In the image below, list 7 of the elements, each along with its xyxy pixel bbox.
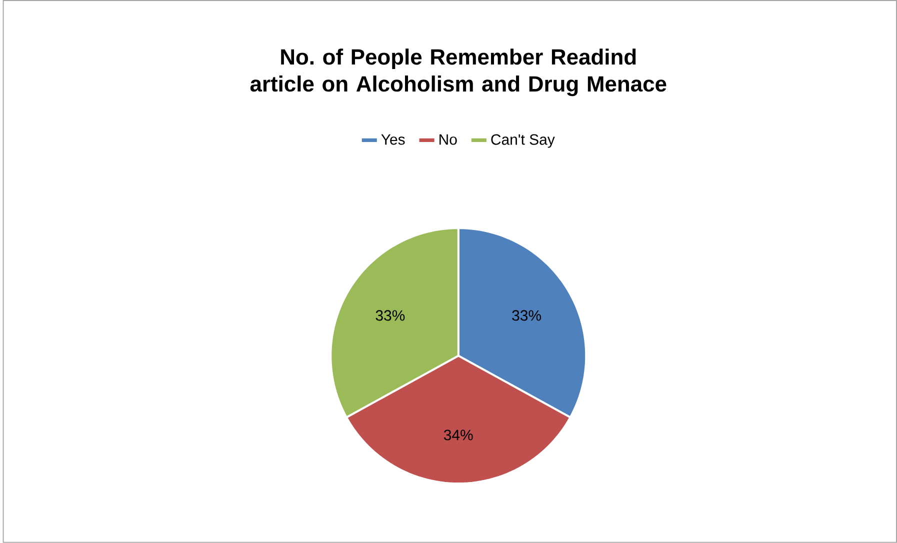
chart-title: No. of People Remember Readind article on Alcoholism and Drug Menace	[250, 48, 666, 96]
data-label: 33%	[512, 310, 541, 321]
legend-label: No	[440, 134, 457, 145]
legend-label: Yes	[381, 134, 405, 145]
data-label: 34%	[444, 430, 473, 440]
legend-label: Can't Say	[491, 134, 555, 148]
data-label: 33%	[376, 310, 405, 321]
